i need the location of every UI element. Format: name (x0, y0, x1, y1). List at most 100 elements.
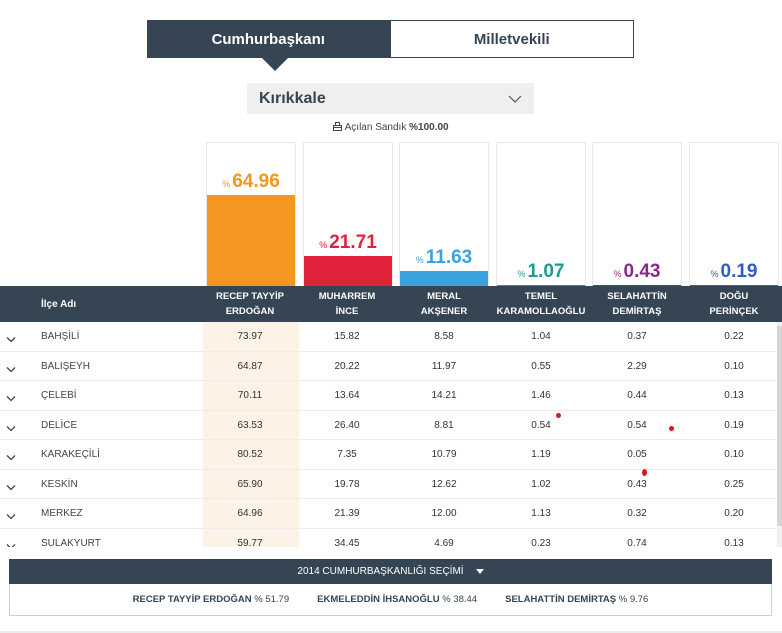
chevron-down-icon (6, 484, 16, 490)
previous-result: EKMELEDDİN İHSANOĞLU % 38.44 (317, 594, 477, 605)
district-name: ÇELEBİ (41, 390, 77, 401)
vote-percent-cell: 63.53 (237, 419, 263, 431)
candidate-bar-box: % 21.71 (303, 142, 393, 287)
table-row[interactable]: DELİCE 63.53 26.40 8.81 0.54 0.54 0.19 (0, 411, 776, 443)
candidate-column-header: MUHARREM İNCE (297, 286, 397, 322)
vote-percent-cell: 0.55 (531, 360, 551, 372)
opened-ballots-value: %100.00 (409, 122, 449, 133)
candidate-bar-box: % 11.63 (399, 142, 489, 287)
chevron-down-icon (6, 543, 16, 547)
vote-percent-cell: 0.54 (531, 419, 551, 431)
previous-candidate-name: SELAHATTİN DEMİRTAŞ (505, 594, 617, 605)
candidate-column-header: SELAHATTİN DEMİRTAŞ (587, 286, 687, 322)
vote-percent-cell: 73.97 (237, 331, 263, 342)
vote-percent-cell: 1.02 (531, 478, 551, 490)
vote-percent-cell: 0.13 (724, 537, 744, 548)
table-row[interactable]: MERKEZ 64.96 21.39 12.00 1.13 0.32 0.20 (0, 499, 776, 529)
table-row[interactable]: KESKİN 65.90 19.78 12.62 1.02 0.43 0.25 (0, 470, 776, 502)
expand-row-toggle[interactable] (4, 502, 18, 531)
header-line: MUHARREM (318, 291, 376, 302)
vote-percent-cell: 0.23 (531, 537, 551, 548)
caret-down-icon (475, 569, 484, 574)
election-type-tabs: Cumhurbaşkanı Milletvekili (147, 20, 634, 71)
district-name: KESKİN (41, 478, 78, 490)
candidate-percent: % 0.43 (593, 261, 681, 283)
expand-row-toggle[interactable] (4, 532, 18, 547)
district-name: BAHŞİLİ (41, 331, 80, 342)
header-line: DEMİRTAŞ (612, 306, 662, 317)
expand-row-toggle[interactable] (4, 384, 18, 413)
percent-sign: % (710, 269, 719, 279)
district-header: İlçe Adı (41, 298, 77, 310)
vote-percent-cell: 1.13 (531, 508, 551, 519)
percent-sign: % (517, 269, 526, 279)
marker-dot (556, 413, 561, 418)
candidate-percent-value: 11.63 (425, 246, 473, 268)
table-scrollbar[interactable] (777, 322, 782, 547)
candidate-column-header: DOĞU PERİNÇEK (684, 286, 782, 322)
vote-percent-cell: 11.97 (431, 360, 457, 372)
expand-row-toggle[interactable] (4, 325, 18, 354)
chevron-down-icon (6, 514, 16, 520)
vote-percent-cell: 8.58 (434, 331, 454, 342)
vote-percent-cell: 80.52 (237, 449, 263, 460)
table-row[interactable]: ÇELEBİ 70.11 13.64 14.21 1.46 0.44 0.13 (0, 381, 776, 411)
candidate-bar (304, 256, 392, 287)
header-line: TEMEL (524, 291, 558, 302)
table-row[interactable]: KARAKEÇİLİ 80.52 7.35 10.79 1.19 0.05 0.10 (0, 440, 776, 470)
table-row[interactable]: BAHŞİLİ 73.97 15.82 8.58 1.04 0.37 0.22 (0, 322, 776, 352)
chevron-down-icon (6, 337, 16, 343)
percent-sign: % (222, 179, 231, 189)
candidate-bars: % 64.96% 21.71% 11.63% 1.07% 0.43% 0.19 (206, 142, 782, 287)
district-name: BALIŞEYH (41, 360, 90, 372)
vote-percent-cell: 21.39 (334, 508, 360, 519)
header-line: DOĞU (719, 291, 749, 302)
vote-percent-cell: 34.45 (334, 537, 360, 548)
city-select[interactable]: Kırıkkale (247, 83, 534, 114)
candidate-percent-value: 21.71 (329, 232, 377, 254)
candidate-column-header: RECEP TAYYİP ERDOĞAN (200, 286, 300, 322)
district-name: KARAKEÇİLİ (41, 449, 100, 460)
vote-percent-cell: 15.82 (334, 331, 360, 342)
previous-candidate-percent: % 9.76 (618, 594, 649, 605)
vote-percent-cell: 12.00 (431, 508, 457, 519)
divider (0, 631, 782, 633)
previous-candidate-name: RECEP TAYYİP ERDOĞAN (132, 594, 252, 605)
previous-candidate-name: EKMELEDDİN İHSANOĞLU (317, 594, 440, 605)
vote-percent-cell: 59.77 (237, 537, 263, 548)
chevron-down-icon (508, 95, 522, 103)
tab-cumhurbaskani[interactable]: Cumhurbaşkanı (147, 20, 390, 71)
expand-row-toggle[interactable] (4, 473, 18, 502)
header-line: KARAMOLLAOĞLU (496, 306, 586, 317)
vote-percent-cell: 7.35 (337, 449, 357, 460)
expand-row-toggle[interactable] (4, 414, 18, 443)
candidate-percent: % 64.96 (207, 171, 295, 193)
vote-percent-cell: 4.69 (434, 537, 454, 548)
expand-row-toggle[interactable] (4, 355, 18, 384)
vote-percent-cell: 1.04 (531, 331, 551, 342)
vote-percent-cell: 19.78 (334, 478, 360, 490)
vote-percent-cell: 14.21 (431, 390, 457, 401)
ballot-box-icon (333, 122, 343, 131)
marker-dot (642, 469, 647, 476)
vote-percent-cell: 8.81 (434, 419, 454, 431)
vote-percent-cell: 0.37 (627, 331, 647, 342)
header-line: PERİNÇEK (709, 306, 759, 317)
vote-percent-cell: 0.32 (627, 508, 647, 519)
previous-election-toggle[interactable]: 2014 CUMHURBAŞKANLIĞI SEÇİMİ (9, 559, 772, 584)
vote-percent-cell: 0.54 (627, 419, 647, 431)
candidate-bar-box: % 0.19 (689, 142, 779, 287)
scrollbar-thumb[interactable] (777, 326, 782, 526)
chevron-down-icon (6, 366, 16, 372)
chevron-down-icon (6, 425, 16, 431)
tab-milletvekili[interactable]: Milletvekili (389, 20, 634, 58)
opened-ballots: Açılan Sandık %100.00 (0, 122, 782, 133)
candidate-percent: % 21.71 (304, 232, 392, 254)
table-row[interactable]: SULAKYURT 59.77 34.45 4.69 0.23 0.74 0.13 (0, 529, 776, 548)
vote-percent-cell: 1.46 (531, 390, 551, 401)
expand-row-toggle[interactable] (4, 443, 18, 472)
city-select-value: Kırıkkale (259, 89, 326, 107)
vote-percent-cell: 65.90 (237, 478, 263, 490)
vote-percent-cell: 10.79 (431, 449, 457, 460)
table-row[interactable]: BALIŞEYH 64.87 20.22 11.97 0.55 2.29 0.10 (0, 352, 776, 384)
